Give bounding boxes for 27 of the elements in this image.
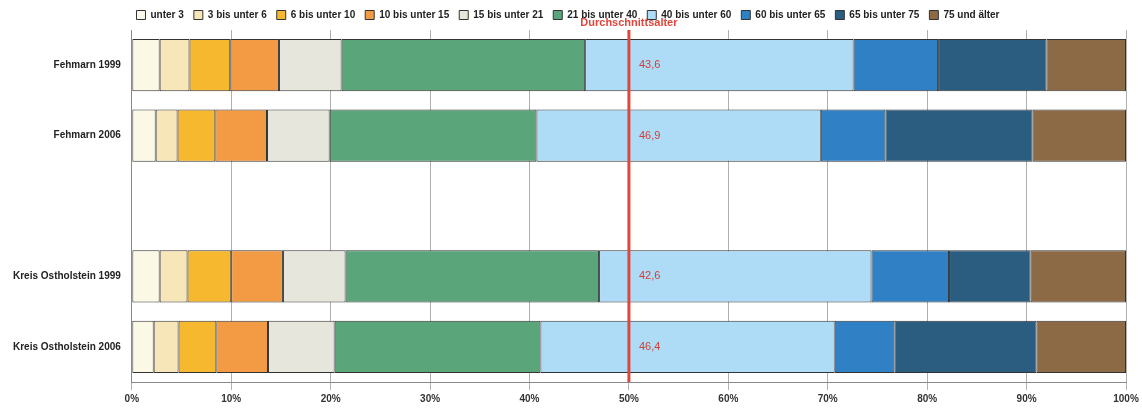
x-tick-label: 0% [124,392,140,404]
x-tick-label: 80% [917,392,938,404]
annotation: 46,9 [638,128,661,141]
y-tick-label: Kreis Ostholstein 1999 [12,270,122,282]
y-tick-label: Fehmarn 2006 [53,129,122,141]
legend-label: 6 bis unter 10 [290,8,356,20]
x-tick-label: 60% [718,392,739,404]
x-tick-label: 90% [1016,392,1037,404]
y-tick-label: Kreis Ostholstein 2006 [12,340,122,352]
x-tick-label: 100% [1113,392,1139,404]
x-tick-label: 30% [420,392,441,404]
legend-label: 10 bis unter 15 [379,8,450,20]
x-tick-label: 40% [519,392,540,404]
legend-label: 60 bis unter 65 [755,8,826,20]
x-tick-label: 50% [618,392,640,404]
legend-label: unter 3 [150,8,185,20]
y-tick-label: Fehmarn 1999 [53,58,122,70]
annotation: 42,6 [638,269,661,282]
x-tick-label: 70% [817,392,838,404]
legend-label: 65 bis unter 75 [849,8,920,20]
x-tick-label: 10% [221,392,242,404]
annotation: 43,6 [638,58,661,71]
legend-label: 3 bis unter 6 [207,8,268,20]
annotation: 46,4 [638,339,661,352]
legend-label: 75 und älter [943,8,1000,20]
x-tick-label: 20% [320,392,341,404]
legend-label: 15 bis unter 21 [473,8,544,20]
